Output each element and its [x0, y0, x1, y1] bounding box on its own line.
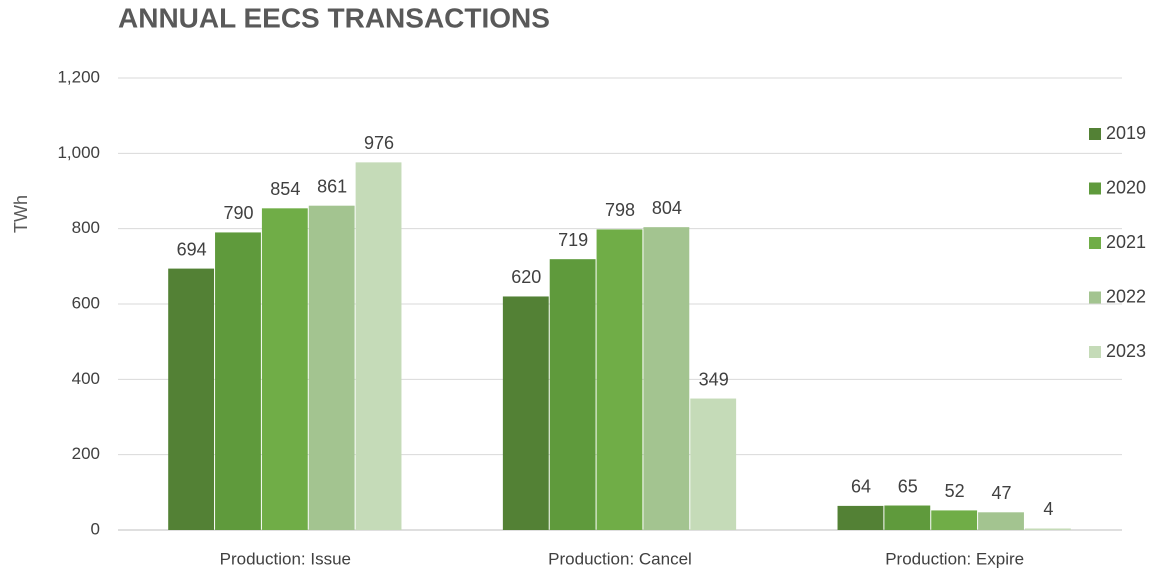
y-tick-label: 600	[72, 293, 100, 312]
bar	[978, 512, 1024, 530]
legend-swatch	[1089, 128, 1101, 140]
bar	[643, 227, 690, 530]
data-label: 64	[851, 477, 871, 497]
bar	[215, 232, 261, 530]
bar	[884, 505, 931, 530]
bar	[1024, 528, 1071, 530]
legend-label: 2023	[1106, 341, 1146, 361]
data-label: 804	[652, 198, 682, 218]
y-tick-label: 1,000	[57, 143, 100, 162]
bar	[931, 510, 978, 530]
y-tick-label: 800	[72, 218, 100, 237]
data-label: 861	[317, 176, 347, 196]
bar	[549, 259, 596, 530]
y-tick-label: 200	[72, 444, 100, 463]
data-label: 976	[364, 133, 394, 153]
bar	[308, 205, 355, 530]
legend-label: 2019	[1106, 123, 1146, 143]
data-label: 798	[605, 200, 635, 220]
legend-label: 2021	[1106, 232, 1146, 252]
y-tick-label: 0	[91, 519, 100, 538]
y-tick-label: 400	[72, 369, 100, 388]
x-tick-label: Production: Expire	[885, 549, 1024, 568]
bar	[596, 229, 643, 531]
legend-swatch	[1089, 182, 1101, 195]
bar	[355, 162, 402, 530]
legend-label: 2020	[1106, 177, 1146, 197]
bar	[261, 208, 308, 530]
data-label: 4	[1043, 499, 1053, 519]
bar	[502, 296, 549, 530]
data-label: 349	[699, 369, 729, 389]
data-label: 620	[511, 267, 541, 287]
legend-swatch	[1089, 291, 1101, 304]
y-axis-label: TWh	[11, 195, 31, 233]
bar	[837, 505, 884, 530]
bar	[168, 268, 215, 530]
bar	[690, 398, 737, 530]
x-tick-label: Production: Cancel	[548, 549, 692, 568]
y-tick-label: 1,200	[57, 67, 100, 86]
legend-label: 2022	[1106, 286, 1146, 306]
data-label: 694	[177, 239, 207, 259]
legend-swatch	[1089, 346, 1101, 358]
legend-swatch	[1089, 237, 1101, 249]
chart-title: ANNUAL EECS TRANSACTIONS	[118, 2, 550, 33]
data-label: 854	[270, 179, 300, 199]
data-label: 52	[945, 481, 965, 501]
data-label: 719	[558, 230, 588, 250]
data-label: 65	[898, 476, 918, 496]
x-tick-label: Production: Issue	[220, 549, 351, 568]
data-label: 790	[223, 203, 253, 223]
data-label: 47	[992, 483, 1012, 503]
